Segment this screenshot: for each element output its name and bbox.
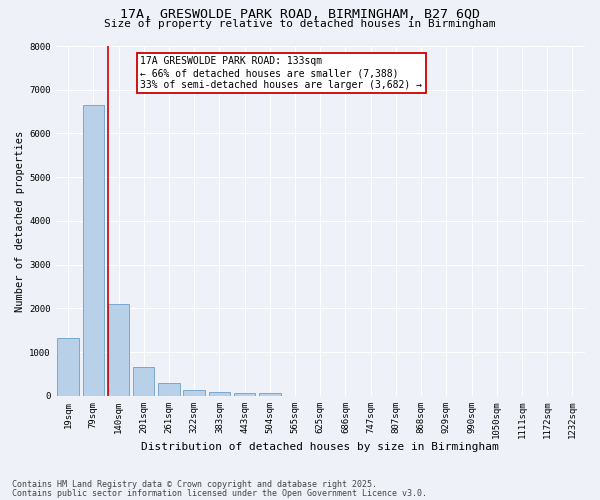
- Text: Size of property relative to detached houses in Birmingham: Size of property relative to detached ho…: [104, 19, 496, 29]
- X-axis label: Distribution of detached houses by size in Birmingham: Distribution of detached houses by size …: [142, 442, 499, 452]
- Bar: [83, 105, 104, 396]
- Text: Contains public sector information licensed under the Open Government Licence v3: Contains public sector information licen…: [12, 489, 427, 498]
- Bar: [108, 304, 129, 396]
- Bar: [234, 393, 256, 396]
- Bar: [133, 368, 154, 396]
- Text: Contains HM Land Registry data © Crown copyright and database right 2025.: Contains HM Land Registry data © Crown c…: [12, 480, 377, 489]
- Bar: [184, 390, 205, 396]
- Bar: [259, 393, 281, 396]
- Bar: [158, 382, 180, 396]
- Bar: [58, 338, 79, 396]
- Bar: [209, 392, 230, 396]
- Y-axis label: Number of detached properties: Number of detached properties: [15, 130, 25, 312]
- Text: 17A, GRESWOLDE PARK ROAD, BIRMINGHAM, B27 6QD: 17A, GRESWOLDE PARK ROAD, BIRMINGHAM, B2…: [120, 8, 480, 20]
- Text: 17A GRESWOLDE PARK ROAD: 133sqm
← 66% of detached houses are smaller (7,388)
33%: 17A GRESWOLDE PARK ROAD: 133sqm ← 66% of…: [140, 56, 422, 90]
